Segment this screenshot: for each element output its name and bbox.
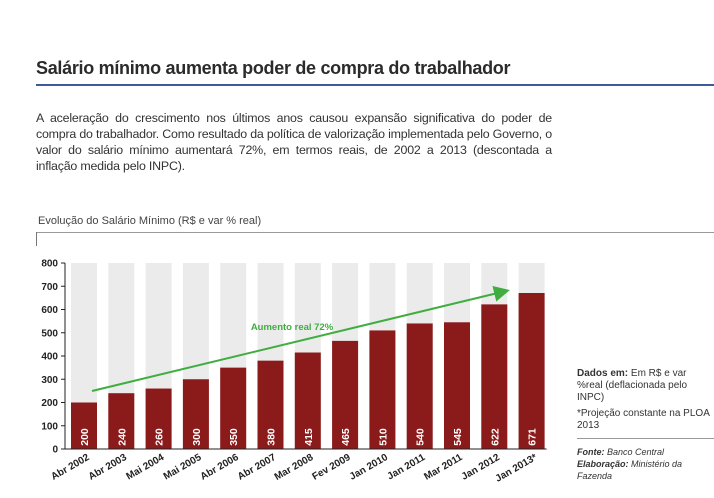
bar — [71, 402, 97, 449]
bar — [257, 360, 284, 449]
data-label: 350 — [228, 428, 240, 446]
y-tick-label: 200 — [41, 398, 58, 409]
bar — [182, 379, 209, 449]
data-label: 260 — [154, 428, 166, 446]
bar — [145, 388, 172, 449]
x-tick-label: Abr 2002 — [49, 452, 91, 483]
bar — [481, 304, 508, 449]
elaboration-text: Ministério da Fazenda — [577, 459, 683, 481]
x-tick-label: Abr 2007 — [236, 452, 278, 483]
bar — [518, 292, 545, 449]
x-tick-label: Abr 2006 — [199, 452, 241, 483]
data-label: 465 — [340, 428, 352, 446]
bar — [444, 322, 470, 449]
trend-arrow — [91, 286, 510, 392]
bar — [220, 367, 247, 449]
bar — [108, 393, 135, 449]
y-tick-label: 500 — [41, 328, 58, 339]
annotation-label: Aumento real 72% — [251, 322, 334, 333]
bar — [369, 330, 396, 449]
y-tick-label: 0 — [52, 445, 58, 456]
data-label: 510 — [377, 428, 389, 446]
x-tick-label: Mai 2004 — [124, 452, 166, 483]
y-tick-label: 400 — [41, 352, 58, 363]
intro-paragraph: A aceleração do crescimento nos últimos … — [36, 111, 552, 173]
y-tick-label: 600 — [41, 305, 58, 316]
data-label: 622 — [489, 428, 501, 446]
chart-title-tick — [36, 232, 37, 246]
bar — [332, 340, 359, 449]
source-label: Fonte: — [577, 447, 605, 457]
data-units-label: Dados em: — [577, 368, 629, 379]
x-tick-label: Jan 2011 — [386, 452, 428, 483]
source-line: Fonte: Banco Central — [577, 446, 714, 458]
x-tick-label: Jan 2010 — [348, 452, 390, 483]
sources: Fonte: Banco Central Elaboração: Ministé… — [577, 446, 714, 482]
page-title: Salário mínimo aumenta poder de compra d… — [36, 58, 511, 78]
x-tick-label: Mar 2008 — [273, 452, 316, 483]
title-divider — [36, 84, 714, 86]
y-tick-label: 100 — [41, 421, 58, 432]
data-units-text: Em R$ e var %real (deflacionada pelo INP… — [577, 368, 688, 403]
chart-title-divider — [36, 232, 714, 233]
y-tick-label: 700 — [41, 282, 58, 293]
data-label: 415 — [303, 428, 315, 446]
elaboration-label: Elaboração: — [577, 459, 629, 469]
x-tick-label: Abr 2003 — [87, 452, 129, 483]
chart-title: Evolução do Salário Mínimo (R$ e var % r… — [38, 215, 262, 227]
data-label: 240 — [116, 428, 128, 446]
y-tick-label: 800 — [41, 259, 58, 270]
projection-note: *Projeção constante na PLOA 2013 — [577, 408, 710, 431]
data-units-note: Dados em: Em R$ e var %real (deflacionad… — [577, 368, 714, 404]
data-label: 380 — [266, 428, 278, 446]
x-tick-label: Jan 2013* — [494, 452, 540, 485]
data-notes: Dados em: Em R$ e var %real (deflacionad… — [577, 368, 714, 432]
notes-divider — [577, 438, 714, 439]
data-label: 671 — [527, 428, 539, 446]
data-label: 545 — [452, 428, 464, 446]
x-tick-label: Mai 2005 — [162, 452, 204, 483]
y-tick-label: 300 — [41, 375, 58, 386]
bar — [294, 352, 321, 449]
elaboration-line: Elaboração: Ministério da Fazenda — [577, 458, 714, 482]
x-tick-label: Mar 2011 — [422, 452, 464, 483]
data-label: 200 — [79, 428, 91, 446]
data-label: 300 — [191, 428, 203, 446]
x-tick-label: Fev 2009 — [310, 452, 352, 483]
source-text: Banco Central — [607, 447, 665, 457]
data-label: 540 — [415, 428, 427, 446]
bar — [406, 323, 433, 449]
